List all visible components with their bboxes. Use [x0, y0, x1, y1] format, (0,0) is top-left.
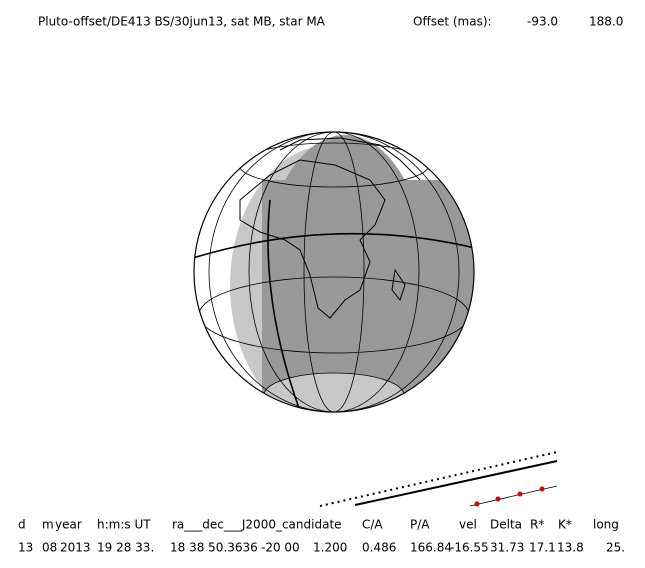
- cell-value: 1.200: [313, 541, 347, 555]
- cell-value: 19 28 33.: [97, 541, 154, 555]
- column-header: d: [18, 518, 26, 532]
- cell-value: 2013: [60, 541, 91, 555]
- cell-value: 31.73: [490, 541, 524, 555]
- cell-value: 13.8: [557, 541, 584, 555]
- cell-value: 08: [42, 541, 57, 555]
- column-header: R*: [530, 518, 544, 532]
- column-header: P/A: [410, 518, 430, 532]
- cell-value: 18 38 50.3636: [170, 541, 258, 555]
- continent-outline: [239, 159, 386, 319]
- terminator: [267, 199, 301, 412]
- column-header: Delta: [490, 518, 522, 532]
- cell-value: 166.84: [410, 541, 452, 555]
- column-header: C/A: [362, 518, 383, 532]
- offset-label: Offset (mas):: [413, 15, 492, 29]
- column-header: long: [593, 518, 619, 532]
- column-header: K*: [558, 518, 572, 532]
- column-header: m: [42, 518, 54, 532]
- column-header: year: [55, 518, 82, 532]
- title: Pluto-offset/DE413 BS/30jun13, sat MB, s…: [38, 15, 326, 29]
- center-line: [194, 232, 474, 259]
- globe: [193, 131, 475, 413]
- shadow-paths: [319, 451, 558, 507]
- column-header: h:m:s UT: [97, 518, 151, 532]
- cell-value: 25.: [606, 541, 625, 555]
- cell-value: 13: [18, 541, 33, 555]
- cell-value: -20 00: [261, 541, 300, 555]
- column-header: vel: [459, 518, 477, 532]
- column-header: ra___dec___J2000_candidate: [172, 518, 342, 532]
- cell-value: -16.55: [450, 541, 489, 555]
- cell-value: 0.486: [362, 541, 396, 555]
- offset-value: 188.0: [589, 15, 623, 29]
- offset-value: -93.0: [527, 15, 558, 29]
- cell-value: 17.1: [529, 541, 556, 555]
